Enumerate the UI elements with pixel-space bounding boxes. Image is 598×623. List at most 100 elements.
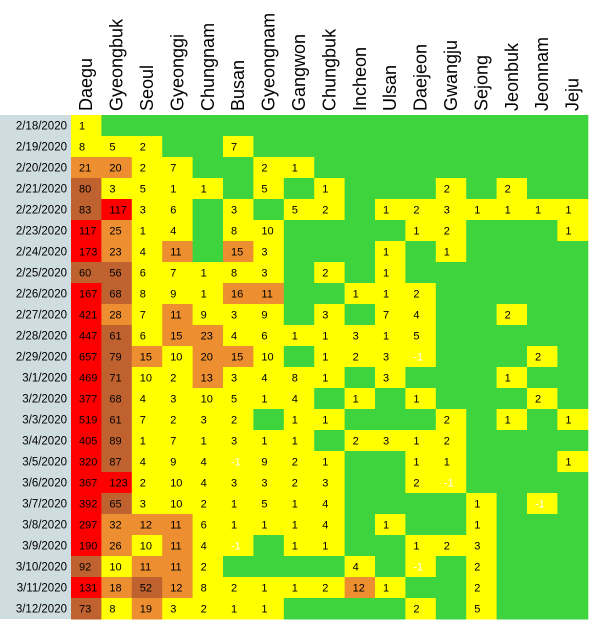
cell-value: 1 (322, 457, 328, 469)
row-label-2-26-2020: 2/26/2020 (16, 289, 67, 301)
heatmap-cell-2-20-2020-sejong (466, 157, 498, 179)
heatmap-cell-2-26-2020-daejeon (405, 283, 437, 305)
heatmap-cell-3-4-2020-seoul (131, 430, 163, 452)
heatmap-cell-3-2-2020-jeonnam (527, 388, 558, 410)
heatmap-cell-2-25-2020-seoul (131, 262, 163, 284)
heatmap-cell-3-7-2020-busan (223, 493, 254, 515)
heatmap-cell-3-3-2020-jeju (557, 409, 589, 431)
heatmap-cell-3-7-2020-jeonnam (527, 493, 558, 515)
heatmap-cell-3-7-2020-daejeon (405, 493, 437, 515)
row-label-2-21-2020: 2/21/2020 (16, 184, 67, 196)
heatmap-cell-2-28-2020-chungnam (192, 325, 224, 347)
heatmap-cell-3-4-2020-chungbuk (314, 430, 346, 452)
row-labels: 2/18/2020 2/19/2020 2/20/2020 2/21/2020 2/22… (0, 115, 71, 619)
heatmap-cell-3-5-2020-daejeon (405, 451, 437, 473)
heatmap-cell-3-7-2020-sejong (466, 493, 498, 515)
heatmap-cell-2-24-2020-seoul (131, 241, 163, 263)
cell-value: 87 (109, 457, 121, 469)
heatmap-cell-3-11-2020-jeonbuk (496, 577, 528, 599)
cell-value: 5 (140, 184, 146, 196)
heatmap-cell-3-2-2020-gangwon (283, 388, 315, 410)
heatmap-cell-2-23-2020-seoul (131, 220, 163, 242)
heatmap-cell-3-9-2020-chungbuk (314, 535, 346, 557)
heatmap-cell-3-1-2020-daejeon (405, 367, 437, 389)
cell-value: 1 (474, 499, 480, 511)
heatmap-cell-3-5-2020-gyeongnam (253, 451, 285, 473)
heatmap-cell-2-24-2020-ulsan (375, 241, 406, 263)
heatmap-cell-3-9-2020-daejeon (405, 535, 437, 557)
cell-value: 8 (140, 289, 146, 301)
cell-value: 1 (565, 226, 571, 238)
heatmap-cell-2-29-2020-gyeonggi (162, 346, 194, 368)
heatmap-cell-3-2-2020-jeonbuk (496, 388, 528, 410)
heatmap-cell-3-4-2020-jeonnam (527, 430, 558, 452)
cell-value: 2 (201, 499, 207, 511)
heatmap-cell-3-9-2020-gyeongnam (253, 535, 285, 557)
row-label-bg (0, 598, 71, 619)
heatmap-cell-3-3-2020-gwangju (435, 409, 467, 431)
heatmap-cell-2-24-2020-chungbuk (314, 241, 346, 263)
row-label-3-8-2020: 3/8/2020 (22, 520, 67, 532)
heatmap-cell-3-3-2020-sejong (466, 409, 498, 431)
heatmap-cell-2-22-2020-daejeon (405, 199, 437, 221)
cell-value: 297 (79, 520, 97, 532)
row-label-bg (0, 115, 71, 136)
cell-value: 2 (322, 205, 328, 217)
row-label-bg (0, 367, 71, 388)
cell-value: 1 (505, 205, 511, 217)
cell-value: 1 (474, 520, 480, 532)
heatmap-cell-2-19-2020-incheon (344, 136, 376, 158)
cell-value: 1 (565, 205, 571, 217)
heatmap-cell-2-19-2020-gyeonggi (162, 136, 194, 158)
cell-value: 1 (353, 394, 359, 406)
cell-value: 519 (79, 415, 97, 427)
cell-value: 2 (535, 352, 541, 364)
heatmap-cell-2-27-2020-sejong (466, 304, 498, 326)
cell-value: 10 (109, 562, 121, 574)
cell-value: 92 (79, 562, 91, 574)
heatmap-cell-2-27-2020-busan (223, 304, 254, 326)
heatmap-cell-2-24-2020-gangwon (283, 241, 315, 263)
heatmap-cell-3-1-2020-gyeonggi (162, 367, 194, 389)
heatmap-cell-3-10-2020-ulsan (375, 556, 406, 578)
cell-value: 1 (231, 499, 237, 511)
cell-value: 3 (383, 352, 389, 364)
heatmap-cell-2-25-2020-busan (223, 262, 254, 284)
heatmap-cell-3-5-2020-jeonbuk (496, 451, 528, 473)
cell-value: 7 (140, 415, 146, 427)
cell-value: 2 (444, 436, 450, 448)
heatmap-cell-2-24-2020-jeonnam (527, 241, 558, 263)
cell-value: 3 (231, 310, 237, 322)
cell-value: 19 (140, 604, 152, 616)
heatmap-cell-3-11-2020-seoul (131, 577, 163, 599)
row-label-2-25-2020: 2/25/2020 (16, 268, 67, 280)
row-label-2-27-2020: 2/27/2020 (16, 310, 67, 322)
cell-value: 68 (109, 394, 121, 406)
cell-value: 1 (292, 499, 298, 511)
row-label-bg (0, 199, 71, 220)
heatmap-cell-2-23-2020-chungnam (192, 220, 224, 242)
cell-value: 1 (505, 373, 511, 385)
row-label-3-9-2020: 3/9/2020 (22, 541, 67, 553)
heatmap-cell-3-7-2020-gwangju (435, 493, 467, 515)
cell-value: 1 (140, 436, 146, 448)
cell-value: 3 (231, 373, 237, 385)
cell-value: 1 (413, 226, 419, 238)
heatmap-cell-2-26-2020-sejong (466, 283, 498, 305)
cell-value: 2 (474, 562, 480, 574)
heatmap-cell-2-24-2020-daejeon (405, 241, 437, 263)
cell-value: 1 (565, 415, 571, 427)
heatmap-cell-3-2-2020-incheon (344, 388, 376, 410)
heatmap-cell-2-27-2020-incheon (344, 304, 376, 326)
heatmap-cell-3-1-2020-gwangju (435, 367, 467, 389)
column-header-busan: Busan (228, 60, 248, 111)
cell-value: 4 (201, 457, 207, 469)
column-header-jeonnam: Jeonnam (532, 37, 552, 111)
cell-value: 79 (109, 352, 121, 364)
heatmap-cell-2-23-2020-daejeon (405, 220, 437, 242)
cell-value: 15 (231, 352, 243, 364)
heatmap-cell-2-28-2020-sejong (466, 325, 498, 347)
heatmap-cell-2-28-2020-gwangju (435, 325, 467, 347)
heatmap-cell-2-25-2020-gyeonggi (162, 262, 194, 284)
heatmap-cell-3-1-2020-jeonbuk (496, 367, 528, 389)
